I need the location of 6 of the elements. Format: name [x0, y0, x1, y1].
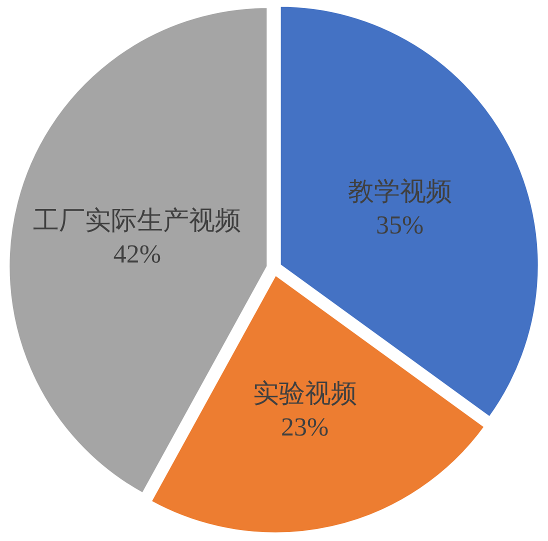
data-label: 35% [376, 210, 424, 240]
slice-label: 实验视频 [252, 378, 357, 408]
data-label: 23% [280, 412, 329, 442]
data-label: 42% [113, 240, 162, 269]
slice-label: 工厂实际生产视频 [33, 206, 242, 235]
slice-label: 教学视频 [348, 176, 452, 206]
